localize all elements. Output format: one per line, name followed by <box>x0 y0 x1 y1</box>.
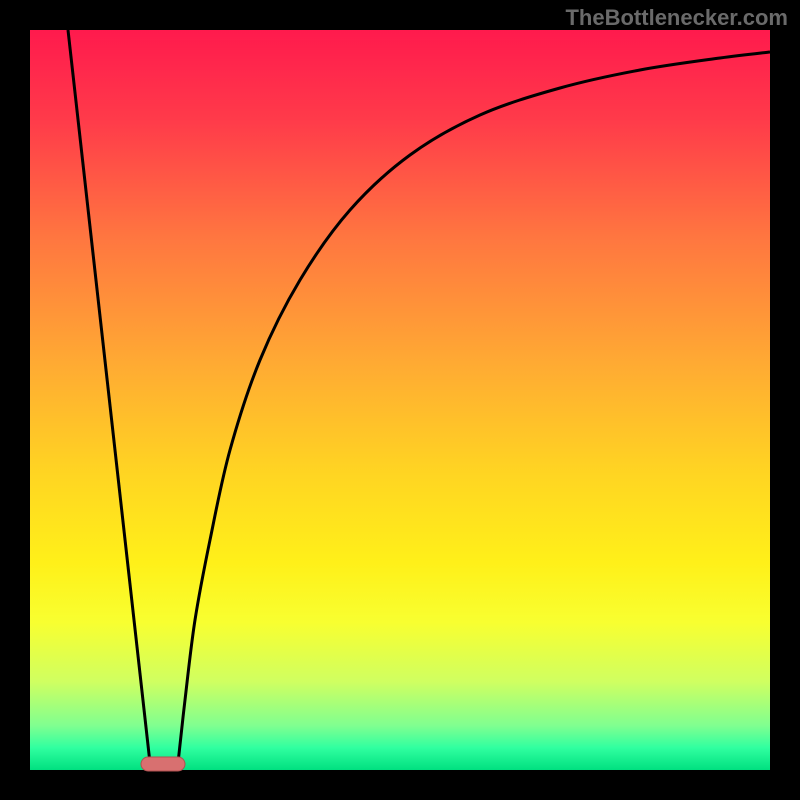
chart-container: TheBottlenecker.com <box>0 0 800 800</box>
watermark-text: TheBottlenecker.com <box>565 5 788 31</box>
bottleneck-chart <box>0 0 800 800</box>
